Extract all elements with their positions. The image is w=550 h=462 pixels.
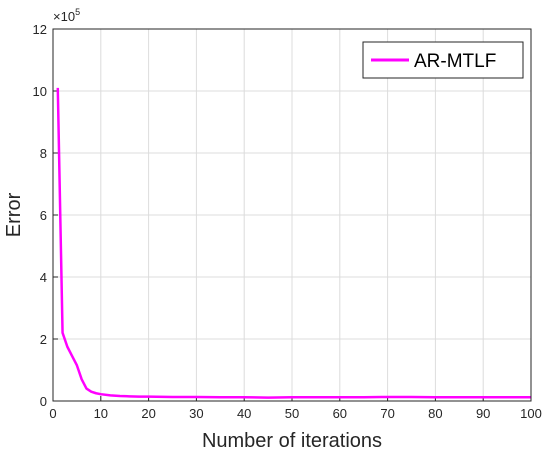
y-axis-label: Error bbox=[3, 192, 25, 237]
grid bbox=[53, 29, 531, 401]
axes-box bbox=[52, 28, 532, 402]
y-tick-label: 6 bbox=[40, 208, 47, 223]
y-exponent-base: ×10 bbox=[53, 9, 75, 24]
y-tick-label: 12 bbox=[33, 22, 47, 37]
y-tick-label: 10 bbox=[33, 84, 47, 99]
x-tick-label: 0 bbox=[49, 406, 56, 421]
y-tick-label: 0 bbox=[40, 394, 47, 409]
x-tick-label: 50 bbox=[285, 406, 299, 421]
y-tick-label: 4 bbox=[40, 270, 47, 285]
legend: AR-MTLF bbox=[362, 41, 524, 79]
series-layer bbox=[56, 87, 531, 399]
y-exponent-label: ×105 bbox=[53, 7, 80, 24]
y-exponent-power: 5 bbox=[75, 7, 80, 17]
x-tick-label: 20 bbox=[141, 406, 155, 421]
series-line-0 bbox=[56, 87, 531, 399]
tick-labels: 0 10 20 30 40 50 60 70 80 90 100 0 2 4 6 8 10 12 bbox=[33, 22, 542, 421]
y-tick-label: 8 bbox=[40, 146, 47, 161]
legend-entry-label: AR-MTLF bbox=[414, 51, 496, 72]
x-tick-label: 40 bbox=[237, 406, 251, 421]
x-tick-label: 100 bbox=[520, 406, 542, 421]
x-tick-label: 80 bbox=[428, 406, 442, 421]
y-tick-label: 2 bbox=[40, 332, 47, 347]
x-tick-label: 70 bbox=[380, 406, 394, 421]
x-tick-label: 60 bbox=[333, 406, 347, 421]
x-tick-label: 10 bbox=[94, 406, 108, 421]
x-axis-label: Number of iterations bbox=[202, 430, 382, 452]
x-tick-label: 30 bbox=[189, 406, 203, 421]
x-tick-label: 90 bbox=[476, 406, 490, 421]
